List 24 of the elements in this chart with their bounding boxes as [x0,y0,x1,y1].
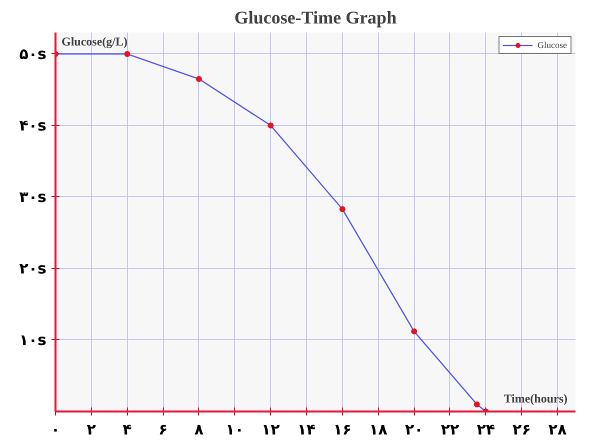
y-tick-label: ۱۰s [19,330,47,349]
y-tick-label: ۳۰s [19,188,47,206]
y-tick-label: ۴۰s [19,116,47,134]
x-tick-label: ۲۰ [404,420,424,438]
y-tick-label: ۲۰s [19,259,47,278]
x-tick-label: ۱۰ [226,420,244,438]
y-axis-title: Glucose(g/L) [62,34,128,48]
x-tick-label: ۱۲ [262,420,280,438]
chart-title: Glucose-Time Graph [234,8,397,28]
x-tick-label: ۲۶ [512,420,531,438]
x-tick-label: ۰ [50,420,60,438]
x-tick-label: ۲۸ [548,420,567,438]
x-tick-label: ۲ [86,420,96,438]
legend-label: Glucose [538,40,567,50]
x-tick-label: ۱۸ [369,420,388,438]
y-tick-label: ۵۰s [19,44,47,63]
x-tick-label: ۴ [122,420,132,438]
x-tick-label: ۱۴ [297,420,316,438]
x-tick-label: ۲۲ [440,420,460,438]
x-tick-label: ۲۴ [476,420,495,438]
x-tick-label: ۶ [158,420,168,438]
x-tick-label: ۸ [194,420,204,438]
x-axis-title: Time(hours) [504,392,568,406]
x-tick-label: ۱۶ [333,420,352,438]
